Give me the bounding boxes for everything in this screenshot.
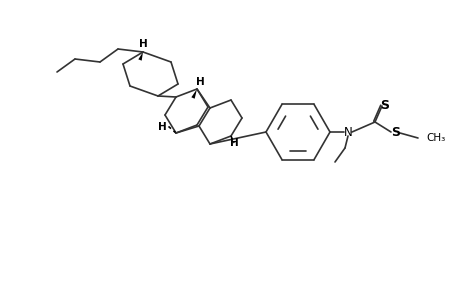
Text: S: S bbox=[391, 125, 400, 139]
Text: S: S bbox=[380, 98, 389, 112]
Text: H: H bbox=[157, 122, 166, 132]
Polygon shape bbox=[138, 52, 143, 61]
Text: N: N bbox=[343, 125, 352, 139]
Text: H: H bbox=[195, 77, 204, 87]
Text: CH₃: CH₃ bbox=[425, 133, 444, 143]
Text: H: H bbox=[138, 39, 147, 49]
Text: H: H bbox=[229, 138, 238, 148]
Polygon shape bbox=[191, 89, 196, 99]
